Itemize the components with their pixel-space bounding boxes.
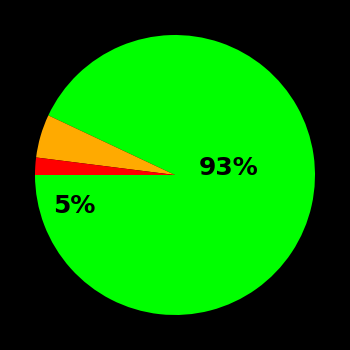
Text: 93%: 93% (198, 156, 258, 180)
Wedge shape (36, 116, 175, 175)
Wedge shape (35, 158, 175, 175)
Wedge shape (35, 35, 315, 315)
Text: 5%: 5% (53, 194, 96, 218)
